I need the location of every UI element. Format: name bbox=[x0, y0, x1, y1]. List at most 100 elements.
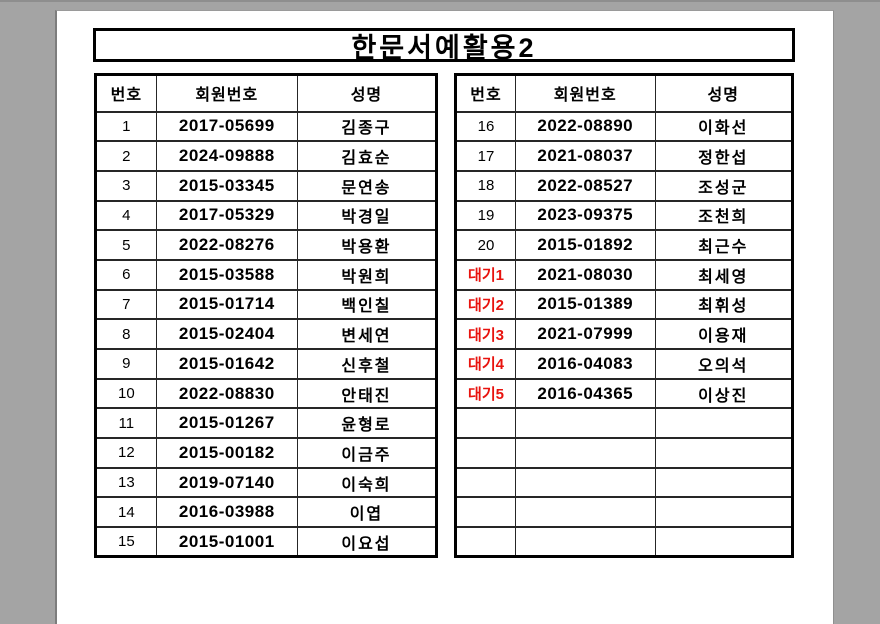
member-id-cell: 2016-04365 bbox=[514, 377, 656, 410]
member-id-cell: 2015-01267 bbox=[155, 407, 298, 440]
member-id-cell: 2022-08527 bbox=[514, 169, 656, 202]
row-number-cell: 18 bbox=[455, 169, 516, 202]
member-name-cell: 최세영 bbox=[654, 258, 793, 291]
member-name-cell: 문연송 bbox=[296, 169, 438, 202]
member-name-cell: 박용환 bbox=[296, 229, 438, 261]
member-name-cell: 이화선 bbox=[654, 110, 793, 143]
table-row: 대기3 2021-07999 이용재 bbox=[455, 318, 793, 350]
row-number-cell bbox=[455, 407, 516, 440]
table-row: 10 2022-08830 안태진 bbox=[95, 377, 438, 410]
table-row bbox=[455, 526, 793, 558]
member-name-cell: 박경일 bbox=[296, 199, 438, 232]
row-number-cell: 9 bbox=[95, 348, 157, 380]
table-row: 대기1 2021-08030 최세영 bbox=[455, 258, 793, 291]
member-id-cell: 2017-05329 bbox=[155, 199, 298, 232]
column-header-no: 번호 bbox=[95, 73, 157, 113]
row-number-cell: 14 bbox=[95, 496, 157, 529]
table-row: 14 2016-03988 이엽 bbox=[95, 496, 438, 529]
table-row: 12 2015-00182 이금주 bbox=[95, 437, 438, 469]
table-row: 13 2019-07140 이숙희 bbox=[95, 466, 438, 499]
row-number-cell bbox=[455, 526, 516, 558]
table-row: 9 2015-01642 신후철 bbox=[95, 348, 438, 380]
row-number-cell bbox=[455, 466, 516, 499]
row-number-cell: 15 bbox=[95, 526, 157, 558]
table-row bbox=[455, 496, 793, 529]
row-number-cell: 19 bbox=[455, 199, 516, 232]
document-page: 한문서예활용2 번호 회원번호 성명 1 2017-05699 김종구 2 2024-… bbox=[55, 10, 834, 624]
row-number-cell: 2 bbox=[95, 140, 157, 172]
member-name-cell: 신후철 bbox=[296, 348, 438, 380]
member-id-cell: 2016-04083 bbox=[514, 348, 656, 380]
table-row: 3 2015-03345 문연송 bbox=[95, 169, 438, 202]
member-id-cell bbox=[514, 526, 656, 558]
row-number-cell: 20 bbox=[455, 229, 516, 261]
member-id-cell: 2021-07999 bbox=[514, 318, 656, 350]
member-id-cell: 2022-08276 bbox=[155, 229, 298, 261]
table-row: 6 2015-03588 박원희 bbox=[95, 258, 438, 291]
roster-table-right: 번호 회원번호 성명 16 2022-08890 이화선 17 2021-08037 정… bbox=[454, 73, 794, 559]
header-row: 번호 회원번호 성명 bbox=[455, 73, 793, 113]
member-name-cell bbox=[654, 496, 793, 529]
member-name-cell bbox=[654, 437, 793, 469]
row-number-cell: 4 bbox=[95, 199, 157, 232]
row-number-cell: 3 bbox=[95, 169, 157, 202]
roster-table-left: 번호 회원번호 성명 1 2017-05699 김종구 2 2024-09888 김효순… bbox=[94, 73, 438, 559]
member-id-cell: 2015-03345 bbox=[155, 169, 298, 202]
table-row: 8 2015-02404 변세연 bbox=[95, 318, 438, 350]
column-header-name: 성명 bbox=[654, 73, 793, 113]
waitlist-number-cell: 대기5 bbox=[455, 377, 516, 410]
member-id-cell: 2019-07140 bbox=[155, 466, 298, 499]
table-row: 4 2017-05329 박경일 bbox=[95, 199, 438, 232]
row-number-cell: 17 bbox=[455, 140, 516, 172]
waitlist-number-cell: 대기4 bbox=[455, 348, 516, 380]
member-id-cell: 2022-08830 bbox=[155, 377, 298, 410]
header-row: 번호 회원번호 성명 bbox=[95, 73, 438, 113]
member-name-cell: 김종구 bbox=[296, 110, 438, 143]
document-title: 한문서예활용2 bbox=[351, 32, 537, 63]
table-row bbox=[455, 466, 793, 499]
member-id-cell: 2015-02404 bbox=[155, 318, 298, 350]
member-name-cell: 김효순 bbox=[296, 140, 438, 172]
row-number-cell bbox=[455, 496, 516, 529]
member-id-cell: 2021-08030 bbox=[514, 258, 656, 291]
member-name-cell bbox=[654, 526, 793, 558]
row-number-cell: 1 bbox=[95, 110, 157, 143]
member-name-cell: 오의석 bbox=[654, 348, 793, 380]
member-name-cell: 최근수 bbox=[654, 229, 793, 261]
column-header-id: 회원번호 bbox=[155, 73, 298, 113]
table-row bbox=[455, 437, 793, 469]
member-id-cell: 2015-00182 bbox=[155, 437, 298, 469]
table-row: 5 2022-08276 박용환 bbox=[95, 229, 438, 261]
table-row: 7 2015-01714 백인칠 bbox=[95, 288, 438, 321]
row-number-cell: 5 bbox=[95, 229, 157, 261]
waitlist-number-cell: 대기2 bbox=[455, 288, 516, 321]
member-id-cell: 2015-01642 bbox=[155, 348, 298, 380]
member-name-cell: 최휘성 bbox=[654, 288, 793, 321]
member-id-cell: 2015-03588 bbox=[155, 258, 298, 291]
member-id-cell: 2017-05699 bbox=[155, 110, 298, 143]
table-row: 19 2023-09375 조천희 bbox=[455, 199, 793, 232]
table-row: 16 2022-08890 이화선 bbox=[455, 110, 793, 143]
table-row bbox=[455, 407, 793, 440]
column-header-id: 회원번호 bbox=[514, 73, 656, 113]
waitlist-number-cell: 대기3 bbox=[455, 318, 516, 350]
title-box: 한문서예활용2 bbox=[93, 28, 795, 63]
table-row: 대기2 2015-01389 최휘성 bbox=[455, 288, 793, 321]
member-name-cell: 이금주 bbox=[296, 437, 438, 469]
member-id-cell: 2024-09888 bbox=[155, 140, 298, 172]
member-name-cell bbox=[654, 407, 793, 440]
table-row: 20 2015-01892 최근수 bbox=[455, 229, 793, 261]
member-name-cell: 윤형로 bbox=[296, 407, 438, 440]
row-number-cell: 7 bbox=[95, 288, 157, 321]
member-name-cell: 조천희 bbox=[654, 199, 793, 232]
row-number-cell: 12 bbox=[95, 437, 157, 469]
member-name-cell: 변세연 bbox=[296, 318, 438, 350]
table-row: 대기5 2016-04365 이상진 bbox=[455, 377, 793, 410]
member-id-cell: 2015-01001 bbox=[155, 526, 298, 558]
member-id-cell: 2016-03988 bbox=[155, 496, 298, 529]
member-name-cell: 이상진 bbox=[654, 377, 793, 410]
row-number-cell: 6 bbox=[95, 258, 157, 291]
member-id-cell: 2015-01714 bbox=[155, 288, 298, 321]
member-id-cell bbox=[514, 466, 656, 499]
